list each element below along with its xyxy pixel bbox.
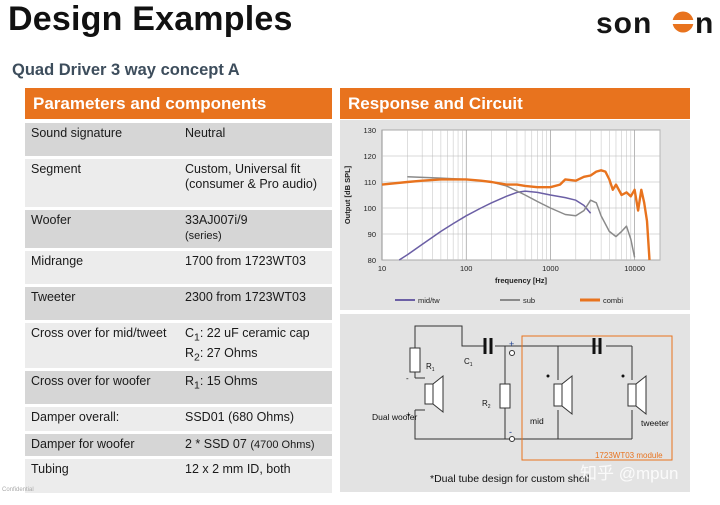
row-value-note: (series) [185,230,222,242]
y-tick-label: 110 [364,178,376,187]
module-box [521,335,673,461]
legend-label: sub [523,296,535,305]
resistor-r1 [409,347,421,373]
row-value: Custom, Universal fit (consumer & Pro au… [179,159,332,207]
row-value: C1: 22 uF ceramic cap R2: 27 Ohms [179,323,332,368]
watermark: 知乎 @mpun [580,464,679,483]
row-value: R1: 15 Ohms [179,371,332,404]
row-key: Segment [25,159,179,207]
module-label: 1723WT03 module [595,451,663,460]
row-value: 2 * SSD 07 (4700 Ohms) [179,434,332,456]
row-key: Tweeter [25,287,179,320]
row-value: SSD01 (680 Ohms) [179,407,332,431]
svg-text:n: n [695,7,713,40]
row-value-note: (4700 Ohms) [250,439,315,451]
circuit-note: *Dual tube design for custom shell [430,473,589,485]
capacitor-c1 [483,338,493,354]
table-row: Woofer 33AJ007i/9 (series) [25,210,332,248]
row-value: 33AJ007i/9 (series) [179,210,332,248]
row-key: Sound signature [25,123,179,156]
crossover-circuit: R1 C1 R2 + - - + Dual woofer mid tweeter… [372,325,673,485]
mid-speaker-icon [553,374,573,416]
y-tick-label: 100 [363,204,376,213]
row-key: Woofer [25,210,179,248]
row-key: Cross over for woofer [25,371,179,404]
frequency-response-chart: 80 90 100 110 120 130 10 100 1000 10000 frequency … [343,126,661,305]
legend-label: combi [603,296,623,305]
r1-label: R1 [426,362,435,373]
plot-area [381,129,661,261]
confidential-mark: Confidential [2,487,34,493]
response-heading: Response and Circuit [340,88,690,119]
row-key: Midrange [25,251,179,284]
page-title: Design Examples [8,0,293,38]
parameters-table: Sound signature Neutral Segment Custom, … [25,120,332,496]
row-value: 12 x 2 mm ID, both [179,459,332,493]
x-axis-label: frequency [Hz] [495,276,548,285]
table-row: Segment Custom, Universal fit (consumer … [25,159,332,207]
minus-sign: - [509,427,512,437]
row-value: 1700 from 1723WT03 [179,251,332,284]
row-key: Tubing [25,459,179,493]
row-key: Cross over for mid/tweet [25,323,179,368]
tweeter-label: tweeter [641,418,669,428]
resistor-r2 [499,383,511,409]
woofer-plus: + [406,410,411,419]
table-row: Sound signature Neutral [25,123,332,156]
table-row: Damper overall: SSD01 (680 Ohms) [25,407,332,431]
x-tick-label: 1000 [542,264,559,273]
x-tick-label: 10 [378,264,386,273]
r2-label: R2 [482,399,491,410]
table-row: Cross over for woofer R1: 15 Ohms [25,371,332,404]
y-axis-label: Output [dB SPL] [343,165,352,224]
table-row: Tubing 12 x 2 mm ID, both [25,459,332,493]
woofer-label: Dual woofer [372,412,418,422]
series-line-combi [381,169,651,261]
table-row: Damper for woofer 2 * SSD 07 (4700 Ohms) [25,434,332,456]
y-tick-label: 130 [363,126,376,135]
tweeter-speaker-icon [627,374,647,416]
y-tick-label: 80 [368,256,376,265]
x-tick-label: 100 [460,264,473,273]
row-value: 2300 from 1723WT03 [179,287,332,320]
table-row: Midrange 1700 from 1723WT03 [25,251,332,284]
woofer-speaker-icon [424,374,444,414]
table-row: Cross over for mid/tweet C1: 22 uF ceram… [25,323,332,368]
y-tick-label: 90 [368,230,376,239]
chart-panel: 80 90 100 110 120 130 10 100 1000 10000 frequency … [340,120,690,310]
circuit-panel: R1 C1 R2 + - - + Dual woofer mid tweeter… [340,314,690,492]
y-tick-label: 120 [363,152,376,161]
capacitor-mid [592,338,602,354]
legend-label: mid/tw [418,296,440,305]
mid-label: mid [530,416,544,426]
table-row: Tweeter 2300 from 1723WT03 [25,287,332,320]
sonion-logo: son n [596,7,713,40]
subtitle: Quad Driver 3 way concept A [12,61,240,79]
svg-text:son: son [596,7,652,40]
x-tick-label: 10000 [624,264,645,273]
woofer-minus: - [406,374,409,383]
row-value: Neutral [179,123,332,156]
row-key: Damper overall: [25,407,179,431]
series-line-mid-tw [398,190,592,261]
c1-label: C1 [464,357,473,368]
parameters-heading: Parameters and components [25,88,332,119]
plus-sign: + [509,339,514,349]
row-key: Damper for woofer [25,434,179,456]
